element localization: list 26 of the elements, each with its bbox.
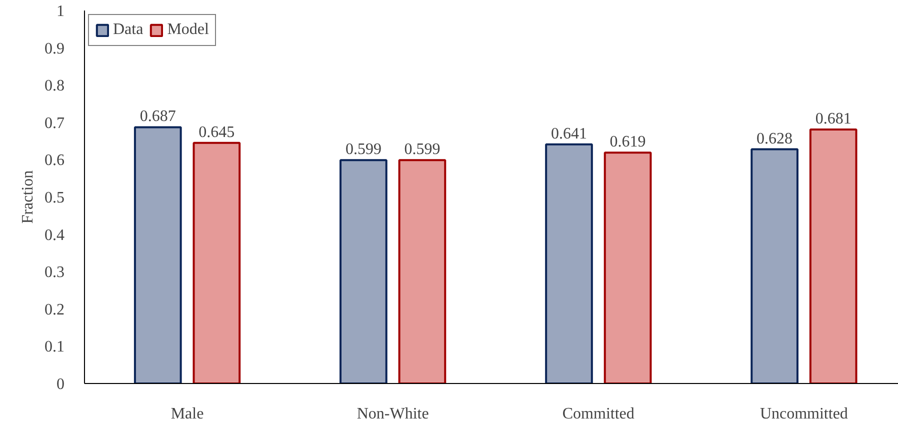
y-tick-label: 0.1 xyxy=(44,338,64,356)
y-axis-title: Fraction xyxy=(20,170,36,224)
x-tick-label: Male xyxy=(170,406,204,422)
legend-label: Data xyxy=(113,21,144,39)
x-tick-label: Uncommitted xyxy=(760,406,848,422)
data-label: 0.599 xyxy=(404,141,440,158)
y-tick-label: 0.7 xyxy=(44,114,64,132)
x-tick-label: Non-White xyxy=(356,406,429,422)
y-tick-label: 0.3 xyxy=(44,264,64,282)
y-tick-label: 1 xyxy=(56,3,64,20)
x-tick-label: Committed xyxy=(562,406,634,422)
data-label: 0.641 xyxy=(550,125,587,142)
y-tick-label: 0.4 xyxy=(44,226,64,244)
y-tick-label: 0.9 xyxy=(44,40,64,58)
data-label: 0.681 xyxy=(815,110,852,128)
data-label: 0.628 xyxy=(756,130,793,148)
y-tick-label: 0.8 xyxy=(44,78,64,95)
data-label: 0.599 xyxy=(345,141,382,158)
data-label: 0.687 xyxy=(140,108,176,126)
y-tick-label: 0.6 xyxy=(44,152,64,170)
y-tick-label: 0.2 xyxy=(44,301,64,318)
y-tick-label: 0 xyxy=(56,376,64,393)
data-label: 0.645 xyxy=(198,124,235,141)
data-label: 0.619 xyxy=(610,134,646,151)
legend-label: Model xyxy=(167,21,209,39)
y-tick-label: 0.5 xyxy=(44,190,64,206)
